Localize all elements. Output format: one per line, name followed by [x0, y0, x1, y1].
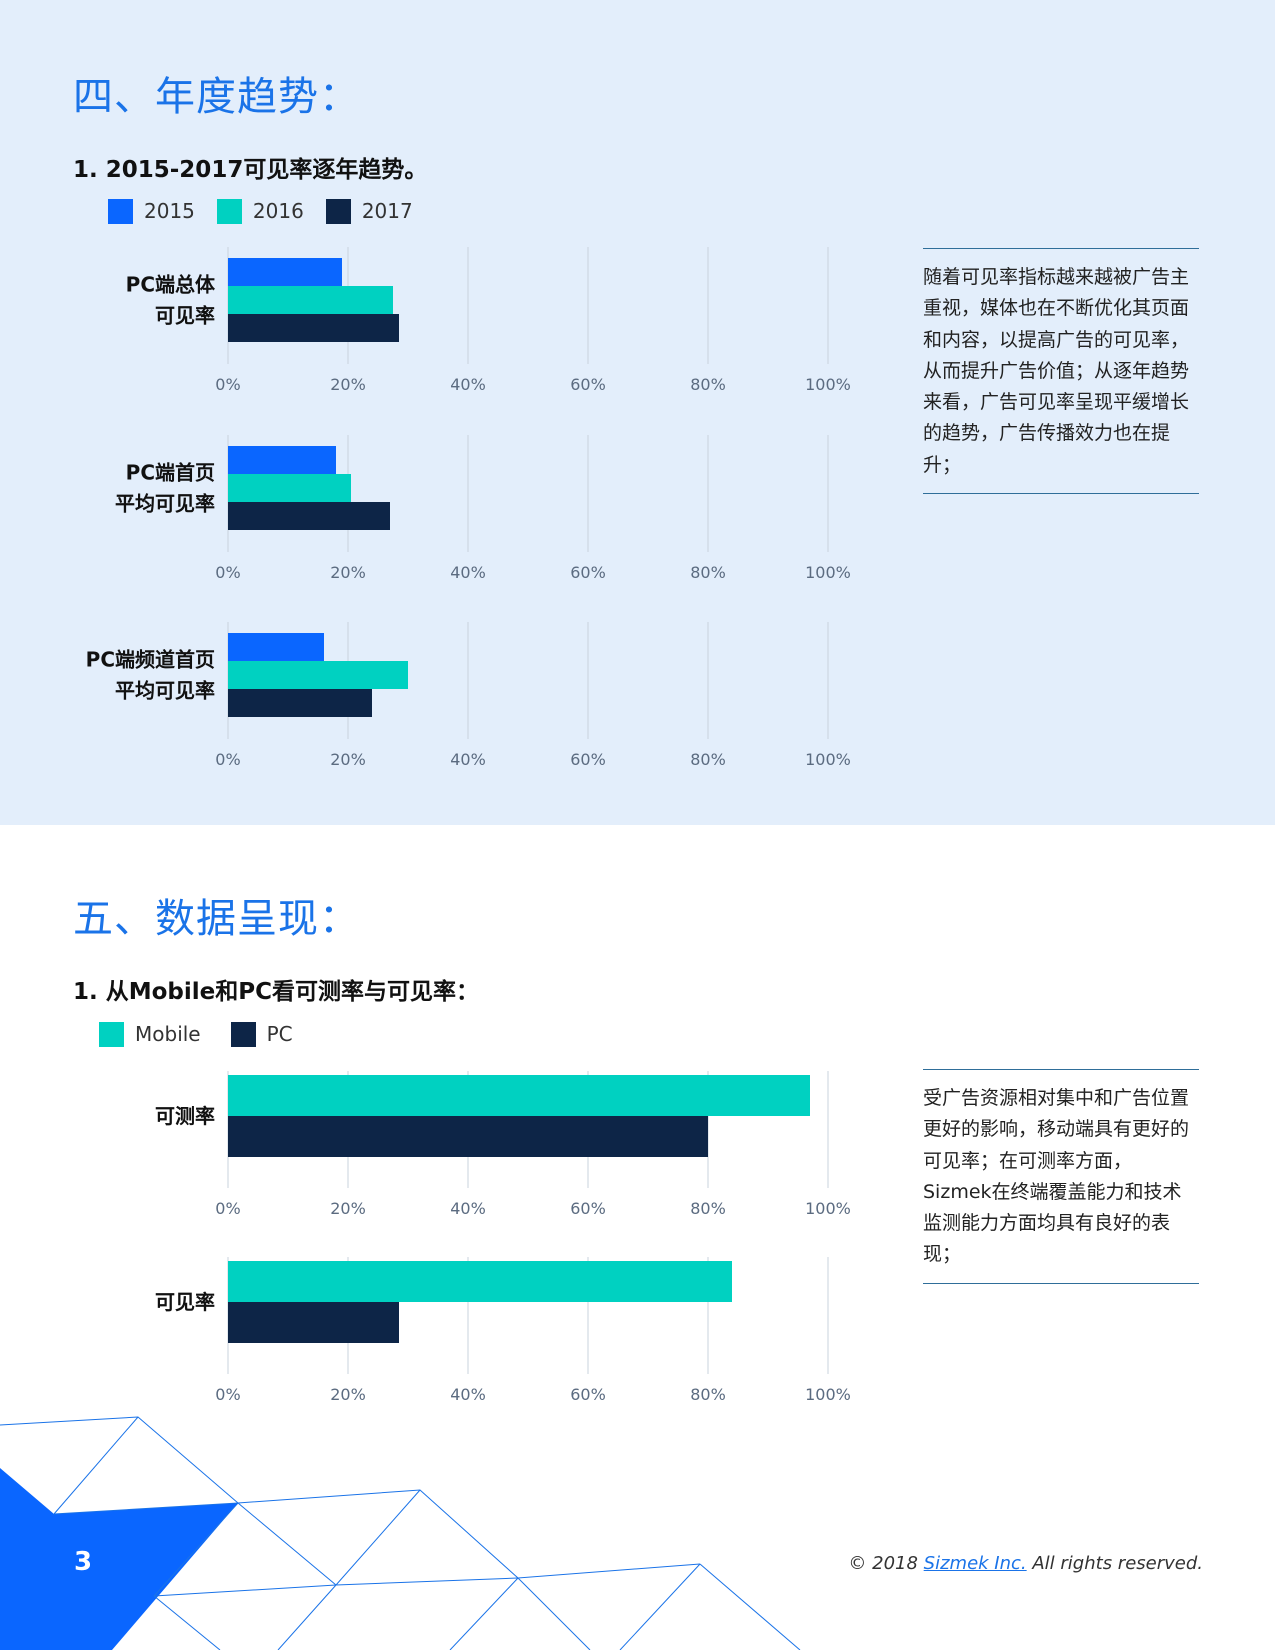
- tick-label: 80%: [690, 375, 726, 394]
- tick-label: 80%: [690, 563, 726, 582]
- category-label: 可测率: [155, 1104, 215, 1128]
- legend-item-2017: 2017: [325, 198, 413, 224]
- chart-measurability: 0% 20% 40% 60% 80% 100% 可测率: [60, 1064, 920, 1233]
- tick-label: 40%: [450, 563, 486, 582]
- section-5-subtitle: 1. 从Mobile和PC看可测率与可见率：: [73, 979, 480, 1005]
- chart-pc-overall-viewability: 0% 20% 40% 60% 80% 100% PC端总体可见率: [60, 240, 920, 409]
- legend-swatch-2017: [325, 198, 351, 224]
- tick-label: 100%: [805, 375, 851, 394]
- bar-2015: [228, 633, 324, 661]
- legend-years: 2015 2016 2017: [108, 198, 435, 224]
- category-label: 平均可见率: [115, 492, 215, 516]
- tick-label: 0%: [215, 1199, 240, 1218]
- legend-item-2016: 2016: [216, 198, 304, 224]
- category-label: 平均可见率: [115, 679, 215, 703]
- tick-label: 80%: [690, 1385, 726, 1404]
- chart-svg: 0% 20% 40% 60% 80% 100% 可测率: [155, 1071, 851, 1218]
- legend-platforms: Mobile PC: [99, 1021, 315, 1047]
- legend-swatch-2016: [216, 198, 242, 224]
- chart-pc-homepage-viewability: 0% 20% 40% 60% 80% 100% PC端首页平均可见率: [60, 428, 920, 597]
- legend-label-2017: 2017: [361, 199, 413, 223]
- tick-label: 80%: [690, 1199, 726, 1218]
- bar-pc: [228, 1116, 708, 1157]
- bar-2017: [228, 314, 399, 342]
- legend-swatch-2015: [108, 198, 133, 224]
- tick-label: 60%: [570, 1385, 606, 1404]
- legend-label-2015: 2015: [144, 199, 195, 223]
- category-label: PC端频道首页: [86, 648, 215, 672]
- tick-label: 60%: [570, 1199, 606, 1218]
- tick-label: 60%: [570, 750, 606, 769]
- legend-item-2015: 2015: [108, 198, 195, 224]
- category-label: PC端首页: [126, 461, 215, 485]
- chart-pc-channel-homepage-viewability: 0% 20% 40% 60% 80% 100% PC端频道首页平均可见率: [60, 615, 920, 784]
- bar-2016: [228, 286, 393, 314]
- tick-label: 100%: [805, 1385, 851, 1404]
- tick-label: 0%: [215, 750, 240, 769]
- tick-label: 20%: [330, 750, 366, 769]
- tick-label: 40%: [450, 375, 486, 394]
- footer-decoration: [0, 1416, 801, 1650]
- bar-2017: [228, 502, 390, 530]
- bar-2016: [228, 661, 408, 689]
- section-4-note: 随着可见率指标越来越被广告主重视，媒体也在不断优化其页面和内容，以提高广告的可见…: [923, 248, 1199, 495]
- footer-copyright: © 2018 Sizmek Inc. All rights reserved.: [848, 1553, 1203, 1574]
- tick-label: 20%: [330, 1199, 366, 1218]
- copyright-prefix: © 2018: [848, 1553, 924, 1574]
- company-link[interactable]: Sizmek Inc.: [923, 1553, 1027, 1574]
- legend-swatch-pc: [230, 1021, 256, 1047]
- legend-label-2016: 2016: [252, 199, 304, 223]
- tick-label: 60%: [570, 375, 606, 394]
- category-label: 可见率: [155, 1290, 215, 1314]
- footer-blue-triangle: [0, 1468, 238, 1650]
- bar-2015: [228, 258, 342, 286]
- chart-viewability: 0% 20% 40% 60% 80% 100% 可见率: [60, 1250, 920, 1419]
- legend-label-pc: PC: [266, 1022, 293, 1046]
- legend-item-mobile: Mobile: [99, 1021, 201, 1047]
- copyright-suffix: All rights reserved.: [1026, 1553, 1203, 1574]
- top-section-background: [0, 0, 1275, 825]
- tick-label: 40%: [450, 1385, 486, 1404]
- chart-svg: 0% 20% 40% 60% 80% 100% 可见率: [155, 1257, 851, 1404]
- page-number: 3: [74, 1547, 93, 1577]
- tick-label: 0%: [215, 563, 240, 582]
- tick-label: 20%: [330, 375, 366, 394]
- bar-2015: [228, 446, 336, 474]
- tick-label: 0%: [215, 1385, 240, 1404]
- tick-label: 100%: [805, 563, 851, 582]
- tick-label: 40%: [450, 1199, 486, 1218]
- section-5-title: 五、数据呈现：: [73, 896, 360, 942]
- tick-label: 80%: [690, 750, 726, 769]
- tick-label: 100%: [805, 750, 851, 769]
- bar-mobile: [228, 1261, 732, 1302]
- bar-2016: [228, 474, 351, 502]
- legend-item-pc: PC: [230, 1021, 293, 1047]
- bar-mobile: [228, 1075, 810, 1116]
- bar-2017: [228, 689, 372, 717]
- section-4-subtitle: 1. 2015-2017可见率逐年趋势。: [73, 157, 428, 183]
- tick-label: 60%: [570, 563, 606, 582]
- tick-label: 0%: [215, 375, 240, 394]
- section-5-note: 受广告资源相对集中和广告位置更好的影响，移动端具有更好的可见率；在可测率方面，S…: [923, 1069, 1199, 1284]
- legend-label-mobile: Mobile: [135, 1022, 201, 1046]
- tick-label: 40%: [450, 750, 486, 769]
- section-4-title: 四、年度趋势：: [73, 74, 360, 120]
- category-label: PC端总体: [126, 273, 216, 297]
- legend-swatch-mobile: [99, 1021, 124, 1047]
- category-label: 可见率: [155, 304, 215, 328]
- tick-label: 20%: [330, 563, 366, 582]
- bar-pc: [228, 1302, 399, 1343]
- tick-label: 100%: [805, 1199, 851, 1218]
- tick-label: 20%: [330, 1385, 366, 1404]
